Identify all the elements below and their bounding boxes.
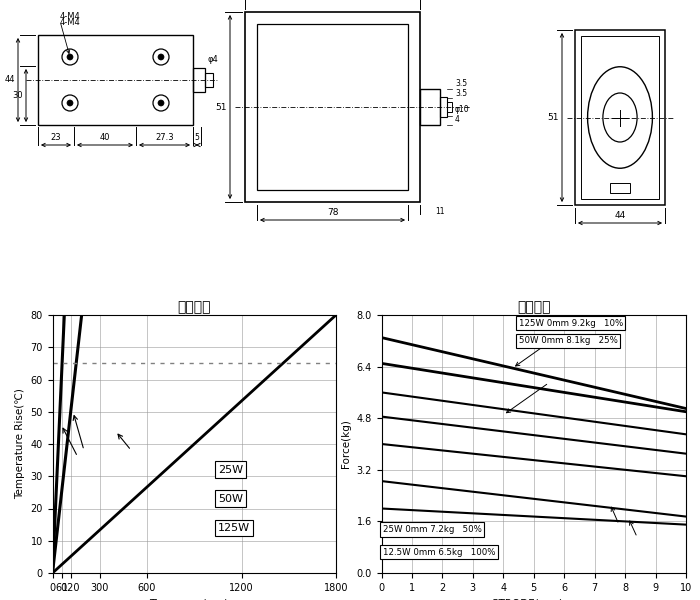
Text: 25W: 25W — [218, 465, 243, 475]
Text: 44: 44 — [615, 211, 626, 220]
Circle shape — [158, 100, 164, 106]
Text: 25W 0mm 7.2kg   50%: 25W 0mm 7.2kg 50% — [383, 525, 482, 534]
Bar — [610, 183, 630, 193]
Bar — [38, 35, 193, 125]
Bar — [245, 12, 420, 202]
Text: 4: 4 — [455, 115, 460, 124]
Bar — [193, 68, 205, 92]
Circle shape — [67, 54, 73, 60]
Bar — [447, 102, 452, 112]
Bar — [257, 24, 408, 190]
Text: 40: 40 — [99, 133, 111, 142]
Text: φ4: φ4 — [207, 55, 218, 64]
Text: 3.5: 3.5 — [455, 88, 467, 97]
Bar — [581, 36, 659, 199]
Title: 吸力特性: 吸力特性 — [517, 300, 550, 314]
Bar — [575, 30, 665, 205]
Text: 4-M4: 4-M4 — [60, 18, 80, 27]
Text: 30: 30 — [13, 91, 23, 100]
Title: 温度特性: 温度特性 — [178, 300, 211, 314]
Text: 50W: 50W — [218, 494, 243, 504]
Text: 27.3: 27.3 — [155, 133, 174, 142]
X-axis label: STRODE(mm) →: STRODE(mm) → — [492, 598, 575, 600]
Text: 125W 0mm 9.2kg   10%: 125W 0mm 9.2kg 10% — [519, 319, 623, 328]
Bar — [440, 97, 447, 117]
Bar — [205, 73, 213, 87]
Text: 11: 11 — [435, 208, 444, 217]
X-axis label: Time 通电时间(sec) →: Time 通电时间(sec) → — [148, 598, 240, 600]
Text: 44: 44 — [4, 76, 15, 85]
Text: 50W 0mm 8.1kg   25%: 50W 0mm 8.1kg 25% — [519, 336, 617, 345]
Circle shape — [67, 100, 73, 106]
Text: 23: 23 — [50, 133, 62, 142]
Y-axis label: Temperature Rise(℃): Temperature Rise(℃) — [15, 389, 24, 499]
Y-axis label: Force(kg): Force(kg) — [341, 419, 351, 469]
Bar — [420, 89, 440, 125]
Text: 5: 5 — [195, 133, 200, 142]
Text: 12.5W 0mm 6.5kg   100%: 12.5W 0mm 6.5kg 100% — [383, 548, 496, 557]
Text: 78: 78 — [327, 208, 338, 217]
Text: φ10: φ10 — [455, 104, 470, 113]
Text: 125W: 125W — [218, 523, 250, 533]
Text: 4-M4: 4-M4 — [60, 12, 80, 21]
Text: 3.5: 3.5 — [455, 79, 467, 88]
Text: 51: 51 — [216, 103, 227, 112]
Text: 51: 51 — [547, 113, 559, 122]
Circle shape — [158, 54, 164, 60]
